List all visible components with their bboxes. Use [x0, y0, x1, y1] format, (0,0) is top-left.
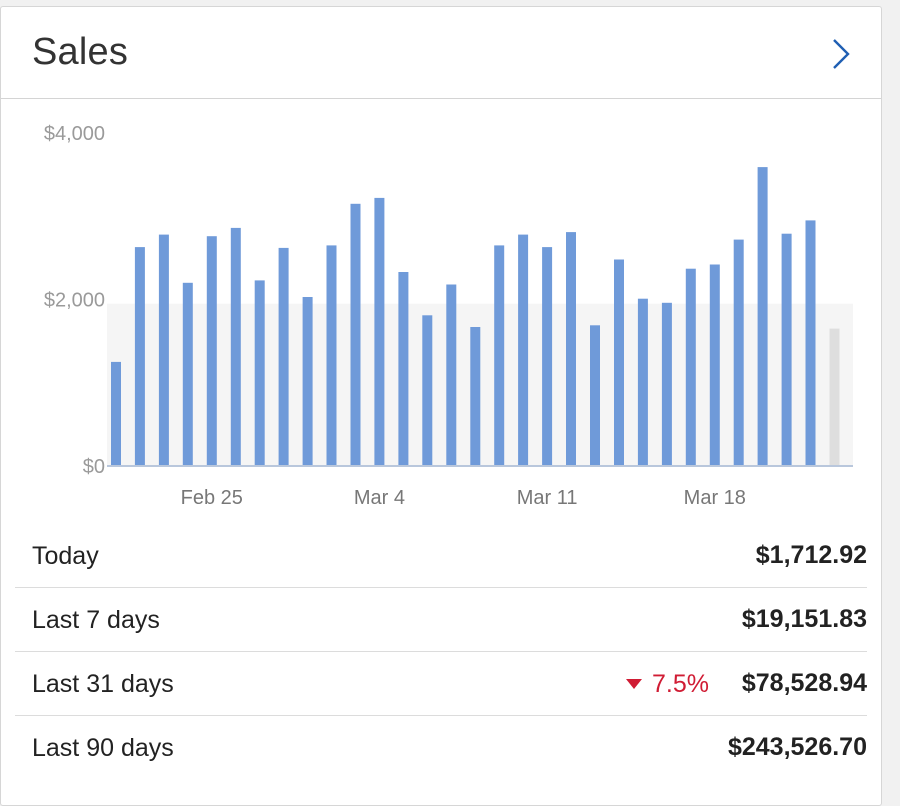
stat-label: Today	[32, 542, 99, 570]
chart-bar[interactable]	[182, 282, 193, 466]
sales-bar-chart: $4,000 $2,000 $0 Feb 25 Mar 4 Mar 11 Mar 18	[44, 123, 853, 509]
y-tick-label: $0	[83, 456, 105, 478]
chart-bar[interactable]	[757, 167, 768, 466]
stat-row-last-7-days: Last 7 days $19,151.83	[15, 588, 867, 652]
y-tick-label: $2,000	[44, 290, 105, 312]
chart-bar[interactable]	[733, 239, 744, 466]
chart-bar[interactable]	[542, 247, 553, 466]
stat-row-today: Today $1,712.92	[15, 524, 867, 588]
chart-bar[interactable]	[518, 234, 529, 466]
chart-bar[interactable]	[446, 284, 457, 467]
chart-bar[interactable]	[158, 234, 169, 466]
chart-bar[interactable]	[494, 245, 505, 466]
chart-bar[interactable]	[829, 328, 840, 466]
chart-bar[interactable]	[206, 236, 217, 466]
x-tick-label: Mar 11	[517, 487, 578, 509]
chevron-right-icon[interactable]	[827, 37, 853, 71]
stat-label: Last 7 days	[32, 606, 160, 634]
stats-list: Today $1,712.92 Last 7 days $19,151.83 L…	[15, 524, 867, 780]
chart-bar[interactable]	[111, 361, 121, 466]
chart-bar[interactable]	[254, 280, 265, 466]
chart-bar[interactable]	[661, 302, 672, 466]
y-tick-label: $4,000	[44, 123, 105, 145]
chart-bar[interactable]	[805, 220, 816, 466]
chart-bar[interactable]	[781, 233, 792, 466]
chart-bar[interactable]	[326, 245, 337, 466]
stat-value: $1,712.92	[755, 541, 867, 569]
chart-bar[interactable]	[350, 203, 361, 467]
card-header: Sales	[1, 7, 881, 99]
chart-bar[interactable]	[637, 298, 648, 466]
chart-bar[interactable]	[422, 315, 433, 466]
stat-value: $78,528.94	[741, 669, 867, 697]
chart-bar[interactable]	[134, 247, 145, 466]
chart-bar[interactable]	[614, 259, 624, 467]
chart-bar[interactable]	[278, 247, 289, 466]
stat-row-last-31-days: Last 31 days 7.5% $78,528.94	[15, 652, 867, 716]
triangle-down-icon	[626, 679, 643, 689]
sales-card: Sales $4,000 $2,000 $0 Feb 25 Mar 4 Mar 11 Mar…	[0, 6, 882, 806]
stat-label: Last 31 days	[32, 670, 174, 698]
stat-row-last-90-days: Last 90 days $243,526.70	[15, 716, 867, 780]
stat-change: 7.5%	[626, 670, 709, 699]
stat-change-value: 7.5%	[652, 670, 709, 698]
chart-bar[interactable]	[590, 325, 600, 466]
stat-value: $243,526.70	[727, 733, 867, 761]
stat-label: Last 90 days	[32, 734, 174, 762]
chart-bar[interactable]	[566, 232, 576, 466]
card-title: Sales	[32, 31, 129, 73]
chart-bar[interactable]	[398, 272, 409, 466]
chart-bar[interactable]	[709, 264, 720, 467]
chart-bar[interactable]	[685, 268, 696, 466]
stat-value: $19,151.83	[741, 605, 867, 633]
chart-bar[interactable]	[302, 297, 313, 466]
chart-bar[interactable]	[470, 327, 481, 466]
x-tick-label: Mar 4	[354, 487, 405, 509]
chart-bar[interactable]	[230, 227, 241, 466]
chart-bar[interactable]	[374, 197, 385, 466]
x-tick-label: Feb 25	[181, 487, 243, 509]
x-tick-label: Mar 18	[684, 487, 746, 509]
